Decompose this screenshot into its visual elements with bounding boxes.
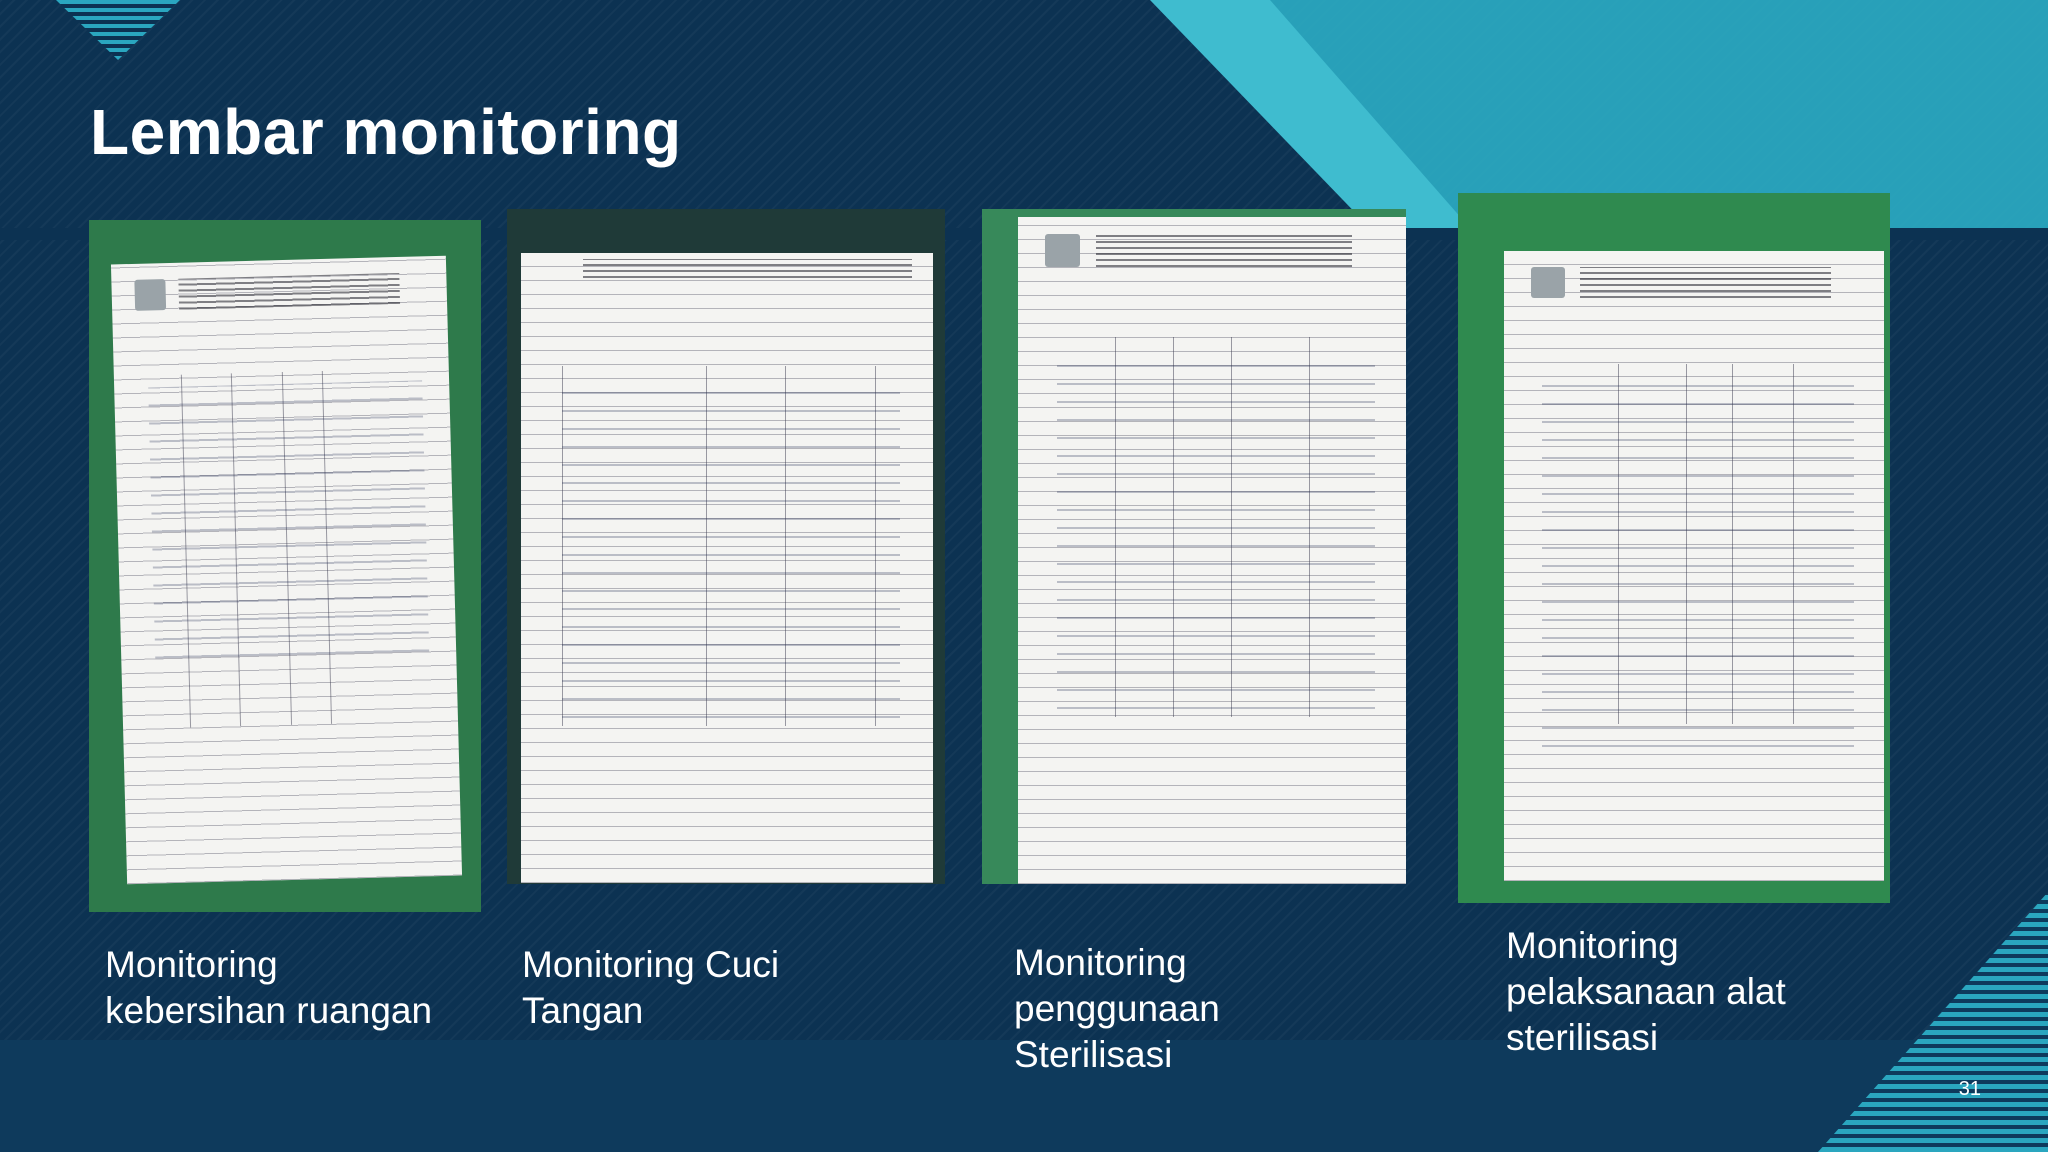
caption-4: Monitoring pelaksanaan alat sterilisasi xyxy=(1506,925,1786,1058)
slide-number: 31 xyxy=(1958,1078,1981,1100)
photo-kebersihan-ruangan xyxy=(89,220,481,912)
logo-icon xyxy=(1045,233,1081,268)
form-sheet xyxy=(110,255,463,885)
form-header xyxy=(582,259,913,279)
caption-1: Monitoring kebersihan ruangan xyxy=(105,944,433,1031)
handwriting xyxy=(562,379,901,726)
photo-penggunaan-sterilisasi xyxy=(982,209,1406,884)
bottom-band xyxy=(0,1040,2048,1152)
form-header xyxy=(1580,266,1831,299)
photo-cuci-tangan xyxy=(507,209,945,884)
form-header xyxy=(178,272,401,310)
handwriting xyxy=(147,380,430,667)
logo-icon xyxy=(134,278,166,311)
logo-icon xyxy=(1530,266,1565,299)
caption-3: Monitoring penggunaan Sterilisasi xyxy=(1014,942,1220,1075)
form-sheet xyxy=(521,253,933,883)
slide-title: Lembar monitoring xyxy=(90,96,682,168)
handwriting xyxy=(1542,377,1854,755)
form-header xyxy=(1095,233,1352,268)
top-accent-stripe xyxy=(1150,0,1470,228)
form-sheet xyxy=(1504,251,1884,881)
photo-pelaksanaan-alat-sterilisasi xyxy=(1458,193,1890,903)
caption-2: Monitoring Cuci Tangan xyxy=(522,944,780,1031)
form-sheet xyxy=(1018,217,1406,884)
handwriting xyxy=(1056,350,1375,718)
